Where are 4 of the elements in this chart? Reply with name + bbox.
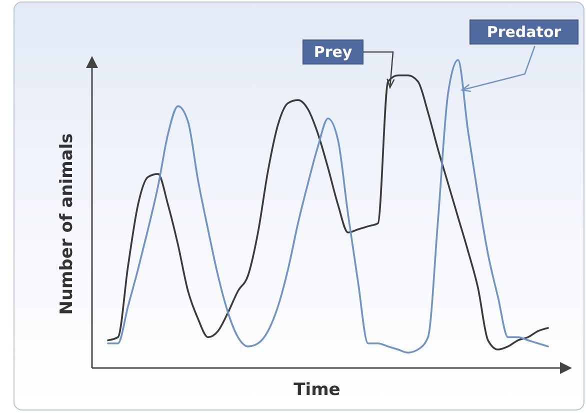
text: Predator (486, 23, 562, 41)
y-axis-title: Number of animals (57, 133, 77, 315)
text: Prey (314, 43, 352, 61)
x-axis-title: Time (294, 380, 340, 400)
